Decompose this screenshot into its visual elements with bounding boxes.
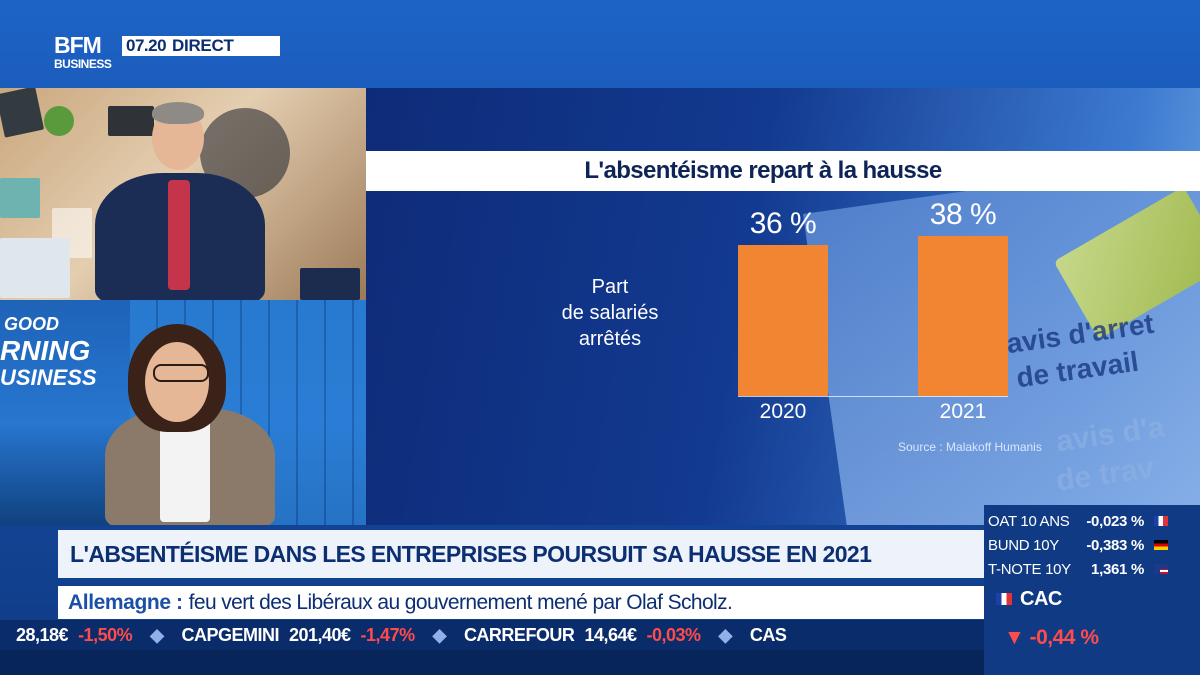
chart-baseline <box>738 396 1008 397</box>
ticker-price: 201,40€ <box>288 624 351 645</box>
flash-text: feu vert des Libéraux au gouvernement me… <box>188 590 733 614</box>
market-value: -0,023 % <box>1086 512 1144 530</box>
market-name: T-NOTE 10Y <box>988 560 1071 578</box>
france-flag-icon <box>996 593 1012 605</box>
ticker-price: 28,18€ <box>16 624 69 645</box>
x-tick-label: 2021 <box>939 400 987 423</box>
index-change: ▼ -0,44 % <box>1004 626 1099 650</box>
clock-time: 07.20 <box>126 36 167 55</box>
ticker-price: 14,64€ <box>584 624 637 645</box>
y-label-line2: de salariés <box>561 302 659 324</box>
bar-2021 <box>918 236 1008 396</box>
show-logo-line2: RNING <box>0 335 91 366</box>
live-clock: 07.20 DIRECT <box>122 36 280 56</box>
market-name: BUND 10Y <box>988 536 1059 554</box>
ticker-change: -1,50% <box>78 624 133 645</box>
stock-ticker: 28,18€ -1,50% ◆ CAPGEMINI 201,40€ -1,47%… <box>0 620 984 650</box>
down-arrow-icon: ▼ <box>1004 626 1030 649</box>
paper-shape-2 <box>0 238 70 298</box>
ticker-item: CAS <box>750 625 797 646</box>
notebook-shape <box>0 178 40 218</box>
show-logo-line1: GOOD <box>4 314 60 334</box>
y-label-line1: Part <box>591 276 629 298</box>
separator-icon: ◆ <box>432 624 447 645</box>
markets-box: OAT 10 ANS -0,023 % BUND 10Y -0,383 % T-… <box>984 505 1200 675</box>
y-label-line3: arrêtés <box>578 328 642 350</box>
laptop-shape <box>0 88 45 138</box>
ticker-name: CAS <box>749 624 787 645</box>
x-tick-label: 2020 <box>759 400 807 423</box>
bar-value-label: 38 % <box>929 198 997 231</box>
bottom-strip <box>0 650 984 675</box>
headline-text: L'ABSENTÉISME DANS LES ENTREPRISES POURS… <box>70 540 872 567</box>
ticker-name: CARREFOUR <box>463 624 575 645</box>
bar-2020 <box>738 245 828 396</box>
bfm-desk-sign <box>300 268 360 300</box>
market-name: OAT 10 ANS <box>988 512 1070 530</box>
bfm-business-logo: BFM BUSINESS <box>54 34 118 76</box>
ticker-item: CARREFOUR 14,64€ -0,03% ◆ <box>464 625 732 646</box>
market-row-tnote: T-NOTE 10Y 1,361 % <box>988 557 1198 581</box>
chart-source: Source : Malakoff Humanis <box>898 440 1042 454</box>
plant-shape <box>44 106 74 136</box>
guest-head <box>145 342 209 422</box>
presenter-hair <box>152 102 204 124</box>
bar-value-label: 36 % <box>749 207 817 240</box>
presenter-tie <box>168 180 190 290</box>
flash-keyword: Allemagne : <box>68 590 183 614</box>
show-logo: GOOD RNING USINESS <box>0 312 97 390</box>
chart-y-label: Part de salariés arrêtés <box>540 274 680 352</box>
infographic-title-bar: L'absentéisme repart à la hausse <box>366 151 1200 191</box>
index-label: CAC <box>996 588 1062 611</box>
separator-icon: ◆ <box>718 624 733 645</box>
glasses-icon <box>153 364 209 382</box>
ticker-item: 28,18€ -1,50% ◆ <box>6 624 164 646</box>
ticker-name: CAPGEMINI <box>181 624 279 645</box>
market-value: 1,361 % <box>1091 560 1144 578</box>
headline-banner: L'ABSENTÉISME DANS LES ENTREPRISES POURS… <box>58 530 984 578</box>
index-change-value: -0,44 % <box>1029 626 1099 649</box>
france-flag-icon <box>1154 516 1168 526</box>
logo-bottom: BUSINESS <box>54 57 112 71</box>
live-label: DIRECT <box>172 36 234 55</box>
index-name: CAC <box>1020 588 1062 610</box>
news-flash: Allemagne : feu vert des Libéraux au gou… <box>58 586 984 619</box>
market-row-bund: BUND 10Y -0,383 % <box>988 533 1198 557</box>
germany-flag-icon <box>1154 540 1168 550</box>
tablet-shape <box>108 106 154 136</box>
guest-camera <box>0 300 366 525</box>
presenter-camera <box>0 88 366 300</box>
logo-top: BFM <box>54 32 102 58</box>
market-value: -0,383 % <box>1086 536 1144 554</box>
ticker-change: -0,03% <box>646 624 702 645</box>
show-logo-line3: USINESS <box>0 365 97 390</box>
market-row-oat: OAT 10 ANS -0,023 % <box>988 509 1198 533</box>
ticker-item: CAPGEMINI 201,40€ -1,47% ◆ <box>181 624 447 646</box>
separator-icon: ◆ <box>150 624 164 645</box>
chart-title: L'absentéisme repart à la hausse <box>584 157 942 184</box>
ticker-change: -1,47% <box>360 624 416 645</box>
usa-flag-icon <box>1154 564 1168 574</box>
